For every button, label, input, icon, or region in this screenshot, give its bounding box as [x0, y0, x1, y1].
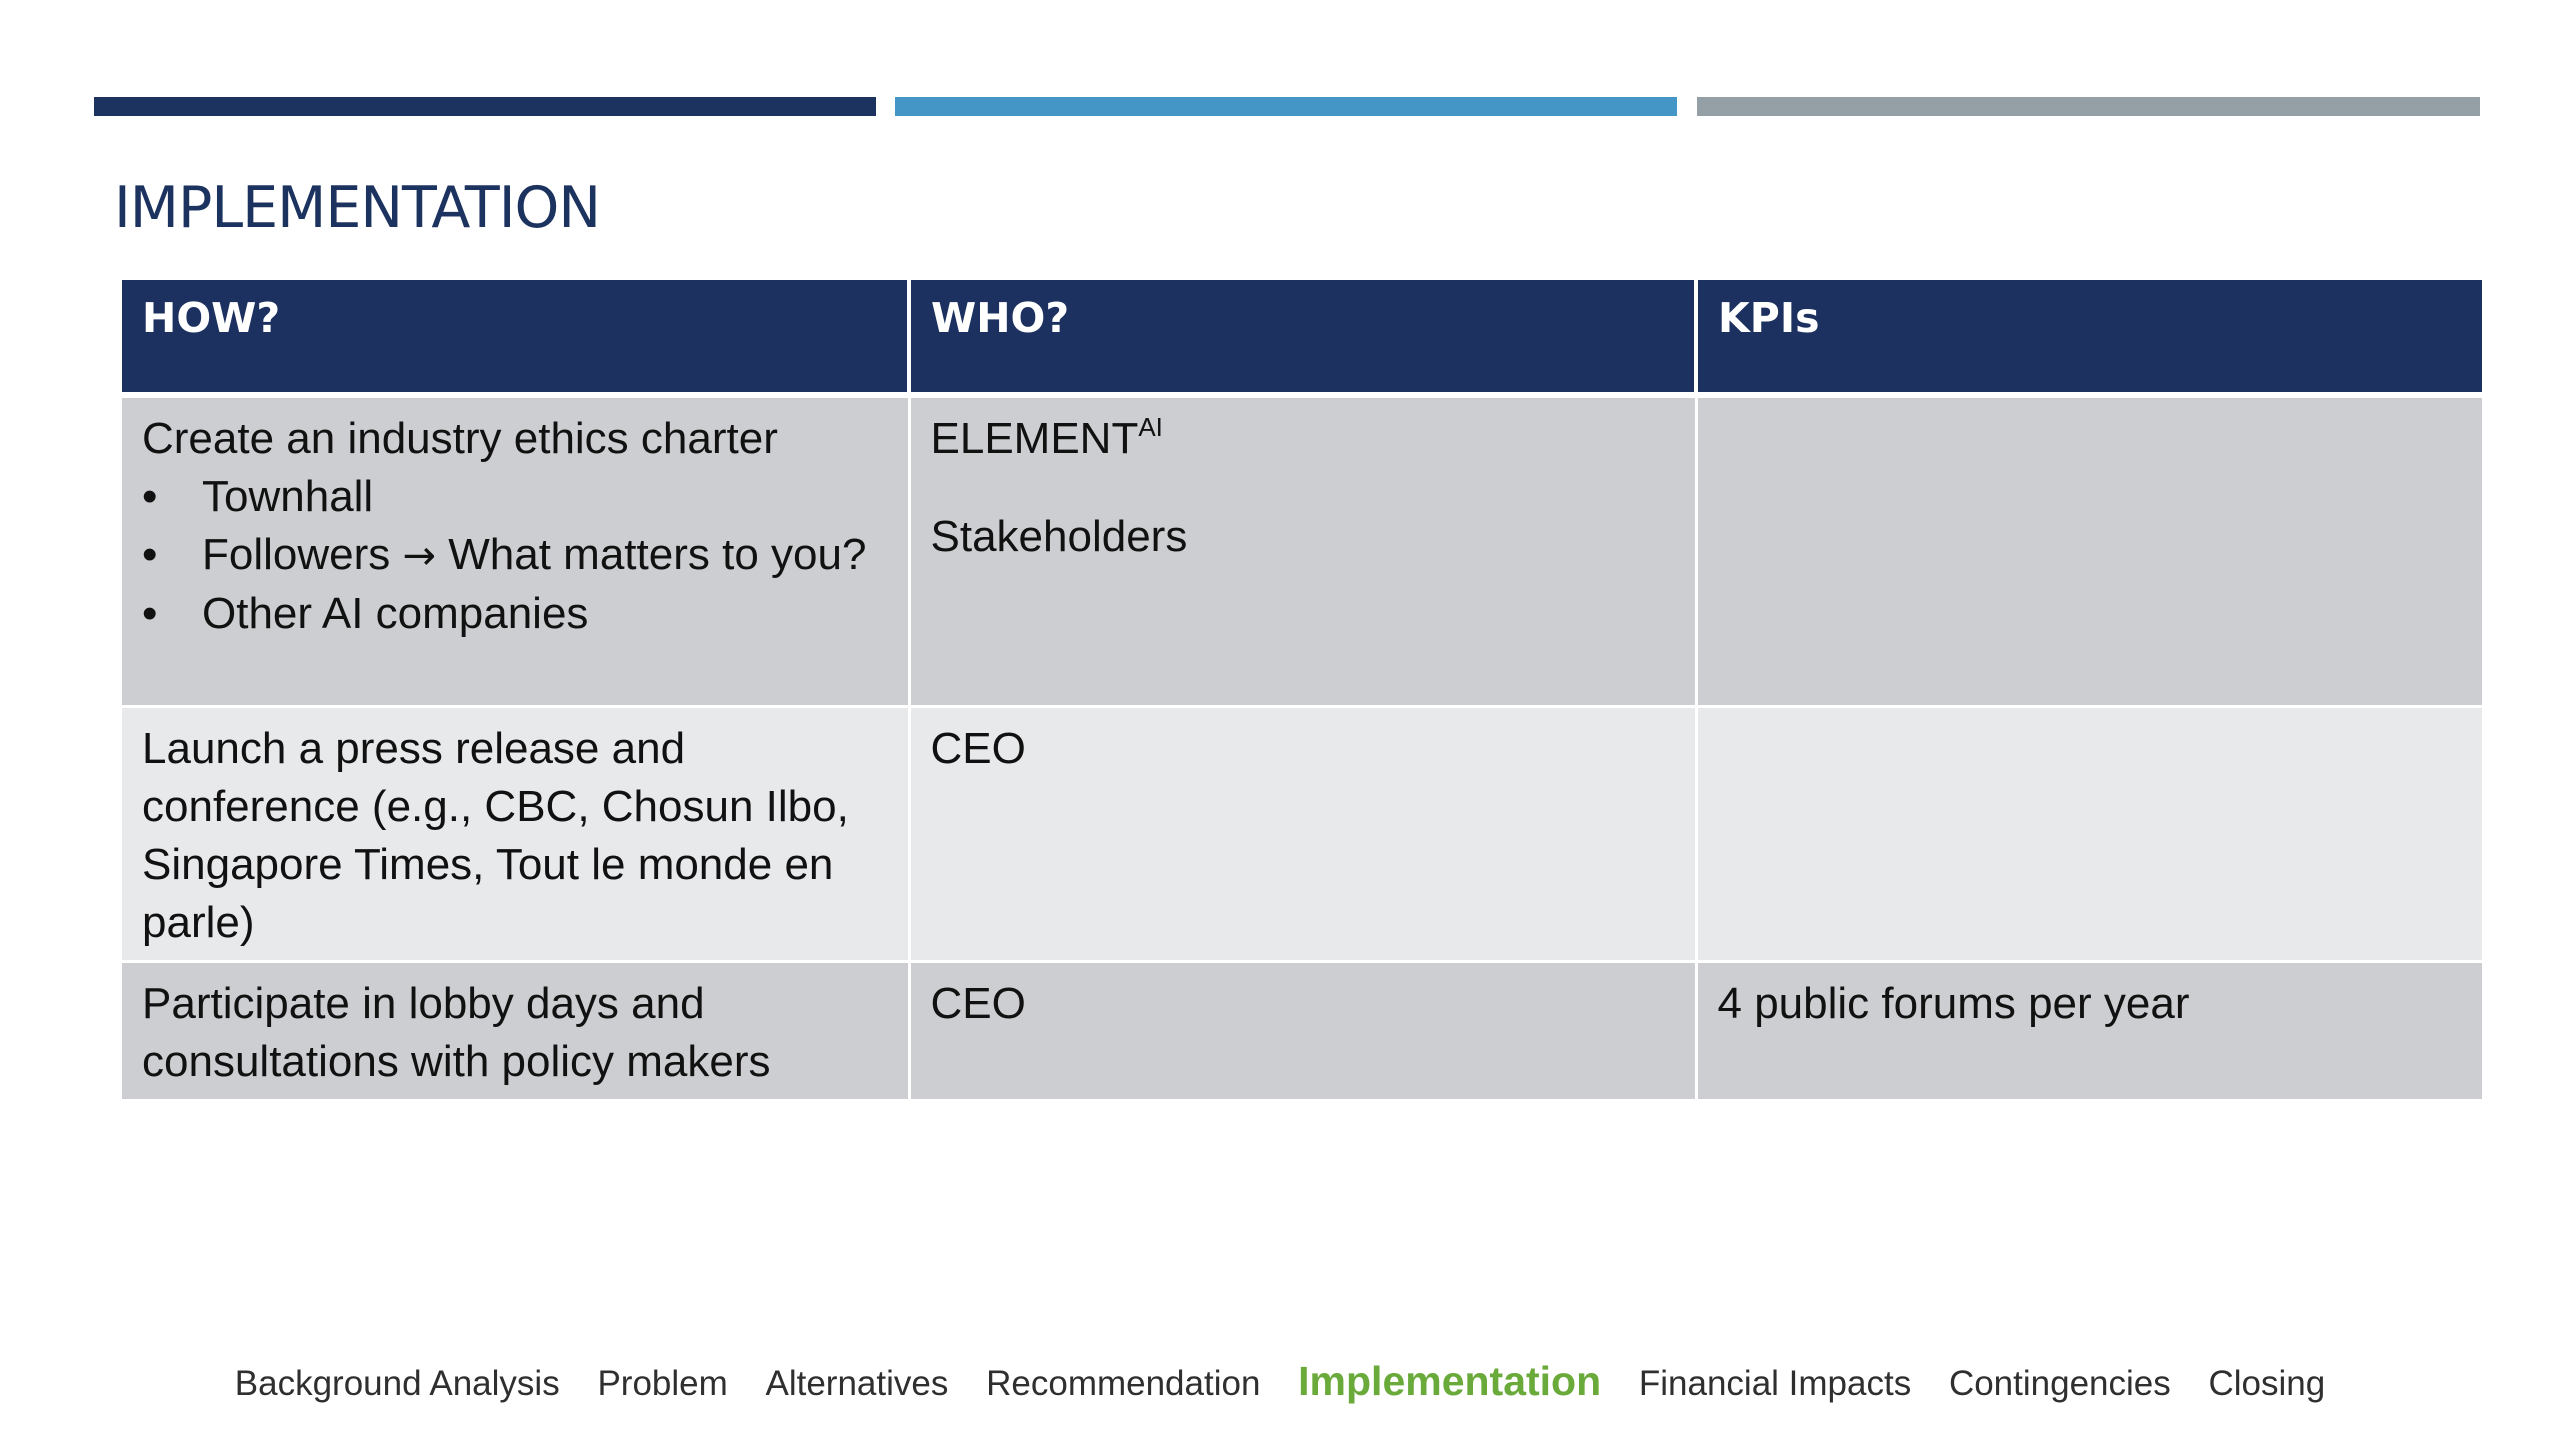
nav-item-background-analysis[interactable]: Background Analysis — [234, 1364, 560, 1403]
cell-who: ELEMENTAI Stakeholders — [909, 395, 1698, 708]
implementation-table: HOW? WHO? KPIs Create an industry ethics… — [122, 280, 2482, 1102]
nav-item-financial-impacts[interactable]: Financial Impacts — [1638, 1364, 1912, 1403]
header-kpis: KPIs — [1696, 280, 2482, 398]
cell-who: CEO — [909, 961, 1698, 1102]
nav-item-contingencies[interactable]: Contingencies — [1948, 1364, 2171, 1403]
how-intro: Create an industry ethics charter — [142, 414, 778, 463]
arrow-right-icon: → — [402, 533, 437, 579]
table-row: Participate in lobby days and consultati… — [122, 961, 2482, 1102]
accent-bar-gray — [1697, 97, 2480, 116]
bullet-item: Followers → What matters to you? — [142, 526, 888, 585]
who-stakeholders: Stakeholders — [930, 512, 1188, 561]
nav-item-closing[interactable]: Closing — [2208, 1364, 2326, 1403]
cell-how: Create an industry ethics charter Townha… — [122, 395, 911, 708]
nav-item-recommendation[interactable]: Recommendation — [986, 1364, 1261, 1403]
table-row: Create an industry ethics charter Townha… — [122, 395, 2482, 708]
cell-how: Participate in lobby days and consultati… — [122, 961, 911, 1102]
nav-item-implementation[interactable]: Implementation — [1298, 1358, 1602, 1404]
cell-kpi — [1696, 395, 2482, 708]
bullet-item: Other AI companies — [142, 585, 888, 643]
accent-bar-blue — [895, 97, 1677, 116]
bullet-text: What matters to you? — [448, 530, 867, 579]
cell-who: CEO — [909, 706, 1698, 963]
nav-item-problem[interactable]: Problem — [597, 1364, 728, 1403]
who-element: ELEMENT — [930, 414, 1139, 463]
bullet-text: Followers — [202, 530, 391, 579]
cell-kpi — [1696, 706, 2482, 963]
accent-bar-navy — [94, 97, 876, 116]
header-how: HOW? — [122, 280, 911, 398]
cell-how: Launch a press release and conference (e… — [122, 706, 911, 963]
table-header-row: HOW? WHO? KPIs — [122, 280, 2482, 398]
bullet-item: Townhall — [142, 468, 888, 526]
who-element-ai: ELEMENTAI — [931, 410, 1675, 468]
slide-title: IMPLEMENTATION — [114, 175, 601, 241]
header-who: WHO? — [909, 280, 1698, 398]
table-row: Launch a press release and conference (e… — [122, 706, 2482, 963]
section-nav: Background Analysis Problem Alternatives… — [0, 1358, 2560, 1405]
nav-item-alternatives[interactable]: Alternatives — [765, 1364, 949, 1403]
who-ai-superscript: AI — [1138, 412, 1163, 442]
how-bullet-list: Townhall Followers → What matters to you… — [142, 468, 888, 643]
cell-kpi: 4 public forums per year — [1696, 961, 2482, 1102]
